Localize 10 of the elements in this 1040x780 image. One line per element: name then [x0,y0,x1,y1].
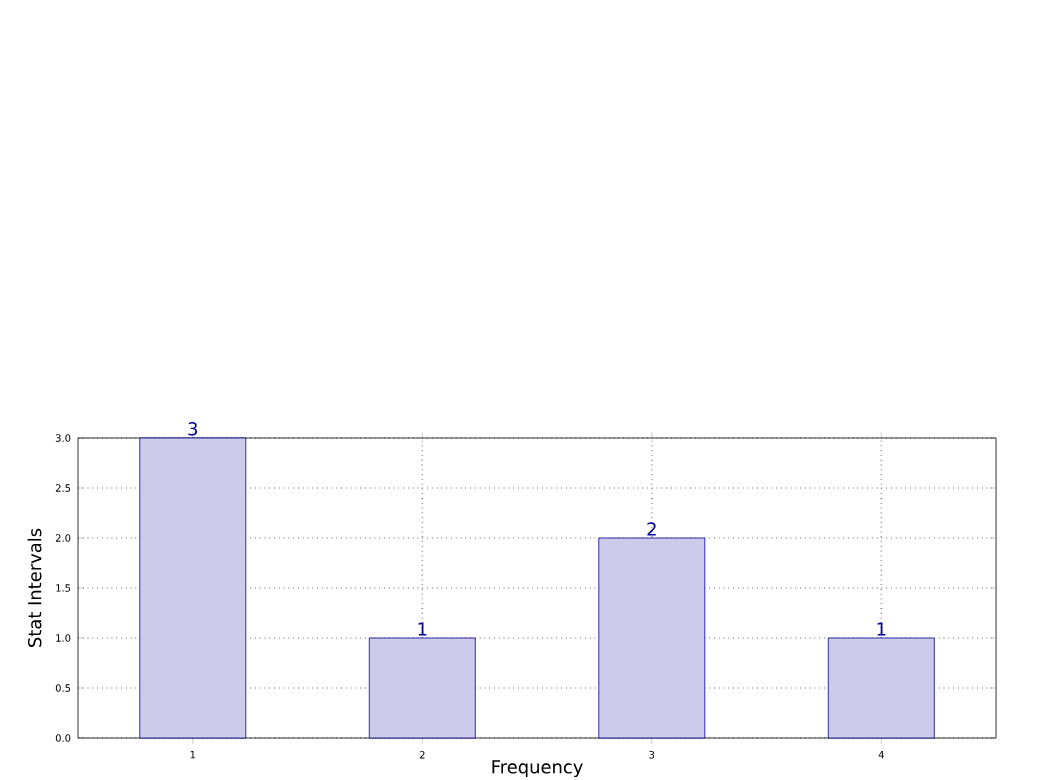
x-axis-title: Frequency [492,760,583,778]
bar [368,637,476,739]
bar [598,537,706,739]
data-label: 1 [877,622,886,636]
bar [827,637,935,739]
data-label: 1 [418,622,427,636]
data-label: 2 [647,522,656,536]
data-label: 3 [188,422,198,436]
y-axis-title: Stat Intervals [27,528,42,647]
bar [139,437,247,739]
